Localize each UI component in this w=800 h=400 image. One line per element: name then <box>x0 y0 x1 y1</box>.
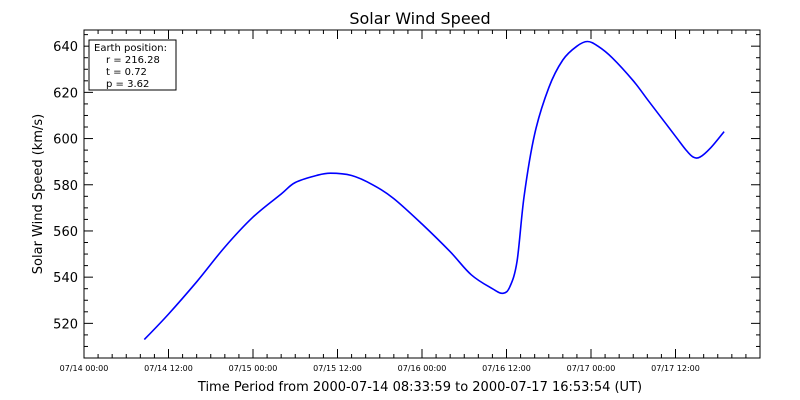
y-tick-label: 620 <box>53 86 78 101</box>
solar-wind-speed-line <box>143 40 725 341</box>
x-tick-label: 07/14 12:00 <box>144 364 193 373</box>
info-box-header: Earth position: <box>94 43 167 54</box>
earth-position-box: Earth position: r = 216.28 t = 0.72 p = … <box>88 39 177 91</box>
x-tick-labels: 07/14 00:00 07/14 12:00 07/15 00:00 07/15 1… <box>60 364 700 373</box>
axis-ticks <box>84 30 760 358</box>
x-axis-label: Time Period from 2000-07-14 08:33:59 to … <box>197 380 642 395</box>
x-tick-label: 07/17 00:00 <box>567 364 616 373</box>
x-tick-label: 07/15 00:00 <box>229 364 278 373</box>
y-axis-label: Solar Wind Speed (km/s) <box>31 114 46 274</box>
x-tick-label: 07/16 00:00 <box>398 364 447 373</box>
chart-title: Solar Wind Speed <box>349 9 490 28</box>
x-tick-label: 07/17 12:00 <box>651 364 700 373</box>
info-box-frame <box>88 39 177 91</box>
info-line-r: r = 216.28 <box>106 55 160 66</box>
y-tick-labels: 520 540 560 580 600 620 640 <box>53 40 78 332</box>
y-tick-label: 640 <box>53 40 78 55</box>
info-line-t: t = 0.72 <box>106 67 147 78</box>
y-tick-label: 580 <box>53 179 78 194</box>
y-tick-label: 560 <box>53 225 78 240</box>
x-tick-label: 07/16 12:00 <box>482 364 531 373</box>
x-tick-label: 07/14 00:00 <box>60 364 109 373</box>
info-line-p: p = 3.62 <box>106 79 149 90</box>
y-tick-label: 520 <box>53 317 78 332</box>
y-tick-label: 600 <box>53 133 78 148</box>
plot-frame <box>83 29 761 359</box>
y-tick-label: 540 <box>53 271 78 286</box>
x-tick-label: 07/15 12:00 <box>313 364 362 373</box>
